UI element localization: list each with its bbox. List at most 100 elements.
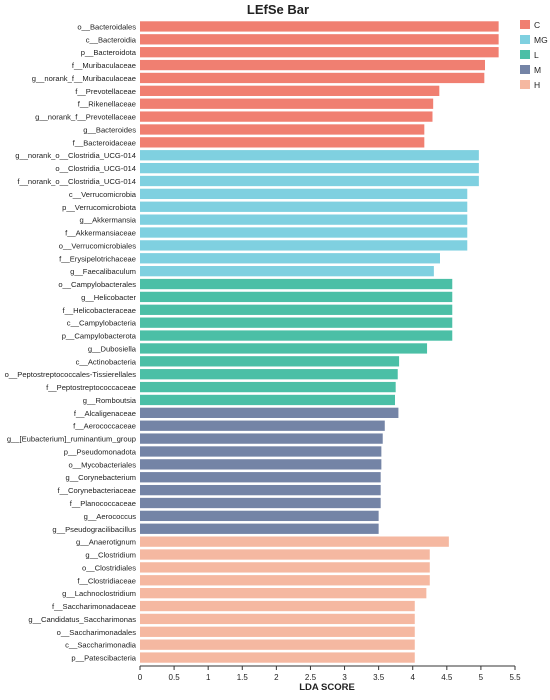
category-label: f__Corynebacteriaceae [57,486,136,495]
category-label: f__Erysipelotrichaceae [59,254,136,263]
bar-l [140,356,400,367]
category-label: p__Bacteroidota [81,48,137,57]
x-tick-label: 4.5 [441,673,453,682]
category-label: g__Pseudogracilibacillus [52,525,136,534]
x-axis: 0 0.5 1 1.5 2 2.5 3 3.5 4 4.5 5 5.5 [138,665,521,682]
bar-m [140,472,381,483]
bar-mg [140,150,479,161]
bar-c [140,124,425,135]
bar-c [140,137,425,148]
bar-mg [140,188,468,200]
bar-c [140,59,485,71]
x-tick-label: 5.5 [509,673,521,682]
category-label: c__Actinobacteria [76,357,137,366]
category-label: f__Peptostreptococcaceae [46,383,136,392]
bar-h [140,588,427,599]
bar-mg [140,227,468,238]
bar-h [140,562,430,573]
legend-swatch [520,20,530,29]
bar-m [140,510,379,522]
bar-mg [140,240,468,251]
x-tick-label: 2 [274,673,279,682]
legend-swatch [520,50,530,59]
bar-m [140,433,383,444]
bar-l [140,291,453,303]
category-label: f__Prevotellaceae [75,87,136,96]
category-label: o__Saccharimonadales [57,628,137,637]
category-label: o__Mycobacteriales [68,460,136,469]
category-label: f__Helicobacteraceae [63,306,136,315]
category-label: o__Bacteroidales [77,22,136,31]
category-label: g__norank_f__Muribaculaceae [32,74,136,83]
chart-title: LEfSe Bar [247,2,309,17]
x-tick-label: 3 [342,673,347,682]
category-label: p__Patescibacteria [71,654,136,663]
legend-swatch [520,35,530,44]
bar-h [140,549,430,560]
bar-c [140,111,433,122]
category-label: g__Aerococcus [84,512,137,521]
bar-l [140,394,395,406]
category-label: p__Verrucomicrobiota [62,203,137,212]
category-label: g__norank_o__Clostridia_UCG-014 [15,151,136,160]
bar-mg [140,253,440,264]
bar-mg [140,266,434,277]
bar-c [140,98,434,109]
category-label: p__Campylobacterota [62,332,137,341]
category-label: f__Rikenellaceae [78,100,136,109]
bar-mg [140,214,468,225]
bar-m [140,484,381,496]
bar-m [140,459,382,470]
legend-swatch [520,80,530,89]
legend-swatch [520,65,530,74]
category-label: f__norank_o__Clostridia_UCG-014 [17,177,136,186]
bar-c [140,47,499,58]
bar-l [140,369,398,380]
category-label: f__Alcaligenaceae [74,409,136,418]
bar-mg [140,162,479,174]
category-label: c__Campylobacteria [67,319,137,328]
bar-l [140,278,453,290]
category-label: g__norank_f__Prevotellaceae [35,113,136,122]
bar-h [140,639,415,650]
bar-m [140,446,382,457]
bar-h [140,575,430,586]
category-label: g__Corynebacterium [66,473,137,482]
bar-l [140,381,396,393]
category-label: g__Bacteroides [83,125,136,134]
category-label: o__Clostridiales [82,563,136,572]
bar-c [140,34,499,45]
bar-c [140,85,440,96]
bar-h [140,536,449,547]
category-label: c__Bacteroidia [86,35,137,44]
category-label: g__Helicobacter [81,293,136,302]
bar-l [140,317,453,328]
category-label: p__Pseudomonadota [64,447,137,456]
bar-h [140,613,415,625]
x-tick-label: 3.5 [373,673,385,682]
x-tick-label: 2.5 [305,673,317,682]
category-label: f__Aerococcaceae [73,422,136,431]
bar-m [140,420,385,431]
category-label: g__Lachnoclostridium [62,589,136,598]
x-tick-label: 1 [206,673,211,682]
category-labels: o__Bacteroidales c__Bacteroidia p__Bactero… [5,22,137,662]
legend: C MG LMH [520,20,548,90]
legend-label: C [534,20,540,30]
category-label: f__Planococcaceae [70,499,136,508]
category-label: f__Akkermansiaceae [65,229,136,238]
bar-h [140,626,415,637]
legend-label: MG [534,35,548,45]
bar-m [140,523,379,534]
legend-label: L [534,50,539,60]
legend-label: H [534,80,540,90]
category-label: c__Saccharimonadia [65,641,137,650]
x-tick-label: 1.5 [237,673,249,682]
x-tick-label: 0 [138,673,143,682]
category-label: o__Campylobacterales [58,280,136,289]
legend-label: M [534,65,541,75]
x-tick-label: 4 [411,673,416,682]
bar-l [140,343,428,354]
